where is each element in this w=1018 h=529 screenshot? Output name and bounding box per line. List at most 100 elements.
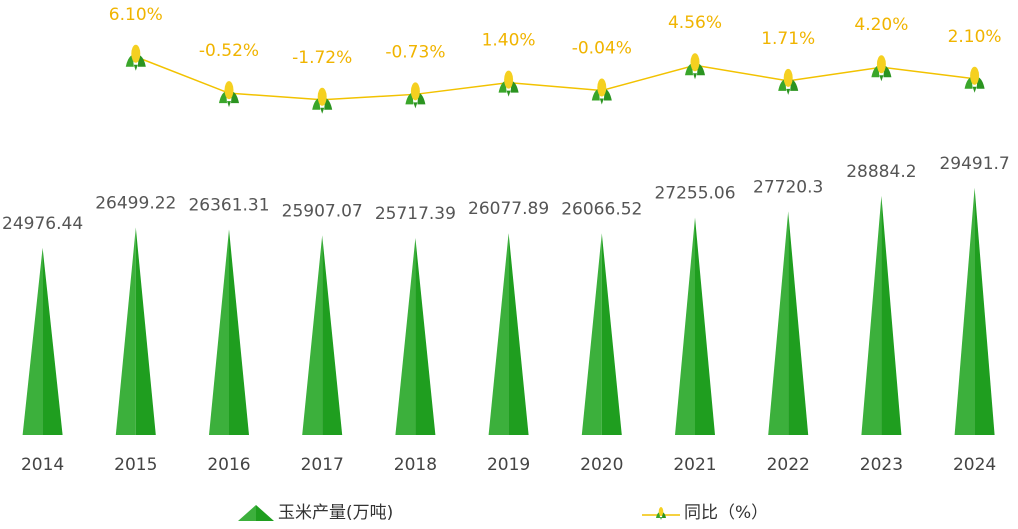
bar: [675, 217, 715, 435]
bar: [115, 227, 156, 435]
x-tick-label: 2016: [207, 455, 250, 475]
x-tick-label: 2018: [394, 455, 437, 475]
point-label: -1.72%: [292, 48, 352, 68]
corn-cob: [876, 55, 886, 74]
bar-left: [395, 237, 416, 435]
bar-left: [581, 233, 602, 435]
bar-right: [695, 217, 715, 435]
point-label: -0.73%: [385, 42, 445, 62]
legend-swatch: [238, 505, 256, 521]
x-tick-label: 2024: [953, 455, 996, 475]
corn-cob: [970, 66, 980, 85]
bar: [395, 237, 436, 435]
line-point: [591, 78, 612, 105]
corn-stem: [413, 102, 418, 109]
corn-stem: [660, 517, 662, 520]
point-label: 2.10%: [948, 27, 1002, 47]
point-label: 6.10%: [109, 5, 163, 25]
x-tick-label: 2021: [673, 455, 716, 475]
x-tick-label: 2017: [301, 455, 344, 475]
bar-label: 26077.89: [468, 199, 549, 219]
point-label: 1.40%: [482, 31, 536, 51]
legend-icon: [656, 507, 666, 520]
bar-right: [322, 235, 343, 435]
bar-right: [881, 195, 902, 435]
bar-label: 25907.07: [282, 201, 363, 221]
bar-label: 25717.39: [375, 204, 456, 224]
bar: [581, 233, 622, 435]
bar: [209, 229, 249, 435]
bar-label: 26361.31: [188, 195, 269, 215]
corn-stem: [506, 90, 511, 97]
line-point: [312, 87, 333, 114]
corn-stem: [133, 64, 138, 71]
bar-right: [42, 247, 63, 435]
bar: [302, 235, 343, 435]
bar-left: [302, 235, 323, 435]
bar: [488, 233, 529, 435]
bar: [954, 187, 995, 435]
corn-cob: [783, 68, 793, 87]
corn-cob: [410, 82, 420, 101]
bar-label: 27255.06: [654, 184, 735, 204]
bar-right: [601, 233, 622, 435]
bar-right: [974, 187, 995, 435]
line-point: [685, 53, 705, 80]
corn-stem: [879, 75, 884, 82]
x-tick-label: 2020: [580, 455, 623, 475]
bar-left: [22, 247, 43, 435]
line-point: [778, 68, 799, 95]
bar-left: [861, 195, 882, 435]
corn-cob: [690, 53, 700, 72]
point-label: 1.71%: [761, 29, 815, 49]
line: [135, 56, 975, 101]
x-tick-label: 2022: [767, 455, 810, 475]
corn-stem: [227, 101, 231, 108]
corn-stem: [320, 107, 325, 114]
x-tick-label: 2014: [21, 455, 64, 475]
point-label: -0.04%: [572, 39, 632, 59]
bar-left: [675, 217, 695, 435]
legend-label: 玉米产量(万吨): [278, 503, 393, 523]
line-point: [498, 70, 519, 97]
bar-right: [135, 227, 156, 435]
line-point: [964, 66, 985, 93]
line-point: [219, 81, 239, 108]
bar-right: [229, 229, 249, 435]
bar-left: [768, 211, 789, 435]
bar: [22, 247, 63, 435]
legend-item: 玉米产量(万吨): [238, 503, 393, 523]
x-tick-label: 2023: [860, 455, 903, 475]
bar-label: 29491.7: [939, 154, 1009, 174]
bar-label: 26066.52: [561, 199, 642, 219]
bar-left: [488, 233, 509, 435]
bar-right: [788, 211, 809, 435]
bar-label: 27720.3: [753, 177, 823, 197]
point-label: 4.20%: [854, 15, 908, 35]
bar-label: 24976.44: [2, 214, 83, 234]
bar-label: 26499.22: [95, 194, 176, 214]
line-point: [125, 44, 146, 71]
bar-left: [115, 227, 136, 435]
corn-stem: [599, 98, 604, 105]
legend-label: 同比（%）: [684, 503, 768, 523]
bar-left: [209, 229, 229, 435]
corn-cob: [131, 44, 141, 63]
x-tick-label: 2019: [487, 455, 530, 475]
line-point: [405, 82, 426, 109]
corn-cob: [224, 81, 234, 100]
bar-right: [508, 233, 529, 435]
bar: [768, 211, 809, 435]
corn-cob: [658, 507, 664, 516]
corn-cob: [317, 87, 327, 106]
point-label: 4.56%: [668, 13, 722, 33]
legend-item: 同比（%）: [642, 503, 768, 523]
legend-swatch: [256, 505, 274, 521]
corn-stem: [693, 73, 697, 80]
corn-stem: [786, 88, 791, 95]
bar-label: 28884.2: [846, 162, 916, 182]
point-label: -0.52%: [199, 41, 259, 61]
bar-left: [954, 187, 975, 435]
corn-cob: [597, 78, 607, 97]
